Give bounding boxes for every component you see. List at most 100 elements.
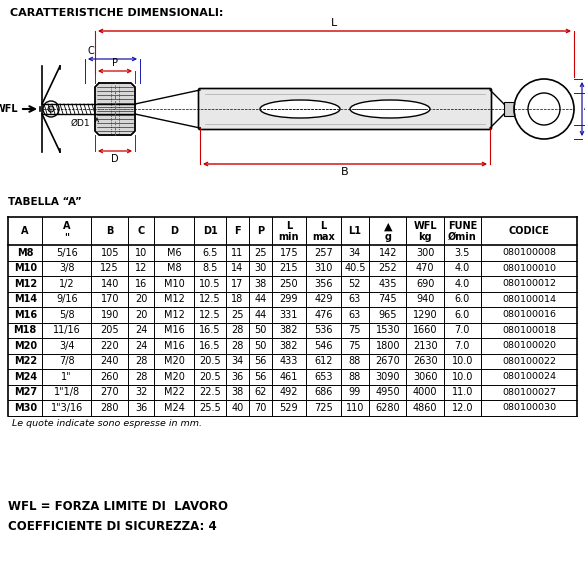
Text: 536: 536	[314, 325, 332, 335]
Text: 12.5: 12.5	[199, 310, 221, 320]
Text: Ømin: Ømin	[448, 232, 477, 242]
Text: 10: 10	[135, 248, 147, 258]
Text: 745: 745	[378, 294, 397, 304]
Text: 080100024: 080100024	[502, 372, 556, 381]
Text: 1"1/8: 1"1/8	[54, 387, 80, 397]
Text: 12.0: 12.0	[452, 403, 473, 413]
Text: M10: M10	[164, 278, 185, 289]
Text: 1530: 1530	[376, 325, 400, 335]
Text: COEFFICIENTE DI SICUREZZA: 4: COEFFICIENTE DI SICUREZZA: 4	[8, 521, 217, 533]
Text: 63: 63	[349, 310, 361, 320]
Text: WFL: WFL	[413, 221, 437, 231]
Text: WFL: WFL	[0, 104, 18, 114]
Text: F: F	[234, 226, 240, 236]
Text: M16: M16	[13, 310, 37, 320]
Polygon shape	[95, 83, 135, 135]
Text: 2130: 2130	[413, 341, 438, 351]
Text: M20: M20	[164, 372, 185, 382]
Text: 690: 690	[416, 278, 434, 289]
Text: 36: 36	[231, 372, 243, 382]
Text: M16: M16	[164, 341, 185, 351]
Text: 6280: 6280	[376, 403, 400, 413]
Text: TABELLA “A”: TABELLA “A”	[8, 197, 82, 207]
Text: B: B	[341, 167, 349, 177]
Text: 75: 75	[349, 341, 361, 351]
Text: 546: 546	[314, 341, 332, 351]
Text: 6.5: 6.5	[202, 248, 218, 258]
Text: 5/8: 5/8	[59, 310, 74, 320]
Text: 382: 382	[280, 325, 298, 335]
Text: 653: 653	[314, 372, 332, 382]
Text: 1"3/16: 1"3/16	[51, 403, 83, 413]
Bar	[8, 217, 577, 416]
Text: 20.5: 20.5	[199, 372, 221, 382]
Circle shape	[48, 106, 54, 112]
Text: 2630: 2630	[413, 356, 438, 367]
Text: 142: 142	[378, 248, 397, 258]
Text: 205: 205	[101, 325, 119, 335]
Text: 476: 476	[314, 310, 332, 320]
Text: 080100018: 080100018	[502, 326, 556, 335]
Text: 50: 50	[254, 341, 266, 351]
Text: C: C	[88, 46, 94, 56]
Text: 3/4: 3/4	[59, 341, 74, 351]
Text: M20: M20	[13, 341, 37, 351]
Text: 40: 40	[231, 403, 243, 413]
Text: g: g	[384, 232, 391, 242]
Text: 56: 56	[254, 356, 266, 367]
Text: M18: M18	[13, 325, 37, 335]
Text: 30: 30	[254, 263, 266, 273]
Text: C: C	[137, 226, 145, 236]
Text: ▲: ▲	[384, 222, 392, 232]
Text: 10.0: 10.0	[452, 356, 473, 367]
Text: 20: 20	[135, 294, 147, 304]
Text: 433: 433	[280, 356, 298, 367]
Text: 470: 470	[416, 263, 434, 273]
Text: WFL = FORZA LIMITE DI  LAVORO: WFL = FORZA LIMITE DI LAVORO	[8, 500, 228, 514]
Text: P: P	[112, 58, 118, 68]
Text: D: D	[170, 226, 178, 236]
Text: 725: 725	[314, 403, 333, 413]
Text: 965: 965	[378, 310, 397, 320]
Text: 435: 435	[378, 278, 397, 289]
Text: 17: 17	[231, 278, 243, 289]
Text: M30: M30	[13, 403, 37, 413]
Text: ØD1: ØD1	[70, 119, 90, 127]
Text: 686: 686	[314, 387, 332, 397]
Text: M24: M24	[13, 372, 37, 382]
Text: M12: M12	[164, 310, 185, 320]
Text: CARATTERISTICHE DIMENSIONALI:: CARATTERISTICHE DIMENSIONALI:	[10, 8, 223, 18]
Text: 12.5: 12.5	[199, 294, 221, 304]
Text: 25: 25	[231, 310, 243, 320]
Text: 11: 11	[231, 248, 243, 258]
Text: 356: 356	[314, 278, 332, 289]
Text: 1660: 1660	[413, 325, 438, 335]
Text: 25.5: 25.5	[199, 403, 221, 413]
Text: 529: 529	[280, 403, 298, 413]
Text: M16: M16	[164, 325, 185, 335]
Text: 20: 20	[135, 310, 147, 320]
Text: M10: M10	[13, 263, 37, 273]
Text: M20: M20	[164, 356, 185, 367]
Text: 3090: 3090	[376, 372, 400, 382]
Text: 220: 220	[101, 341, 119, 351]
Text: M14: M14	[13, 294, 37, 304]
Text: 16.5: 16.5	[199, 341, 221, 351]
Text: 4950: 4950	[376, 387, 400, 397]
Text: 10.5: 10.5	[199, 278, 221, 289]
Text: D1: D1	[203, 226, 218, 236]
Text: 080100030: 080100030	[502, 403, 556, 412]
Text: 34: 34	[349, 248, 361, 258]
Text: 250: 250	[280, 278, 298, 289]
Text: M6: M6	[167, 248, 181, 258]
Text: 110: 110	[346, 403, 364, 413]
Text: L: L	[320, 221, 326, 231]
Text: 1/2: 1/2	[59, 278, 74, 289]
Text: 16.5: 16.5	[199, 325, 221, 335]
Text: 8.5: 8.5	[202, 263, 218, 273]
Text: 492: 492	[280, 387, 298, 397]
Text: A: A	[63, 221, 71, 231]
FancyBboxPatch shape	[198, 89, 491, 130]
Text: 240: 240	[101, 356, 119, 367]
Text: 10.0: 10.0	[452, 372, 473, 382]
